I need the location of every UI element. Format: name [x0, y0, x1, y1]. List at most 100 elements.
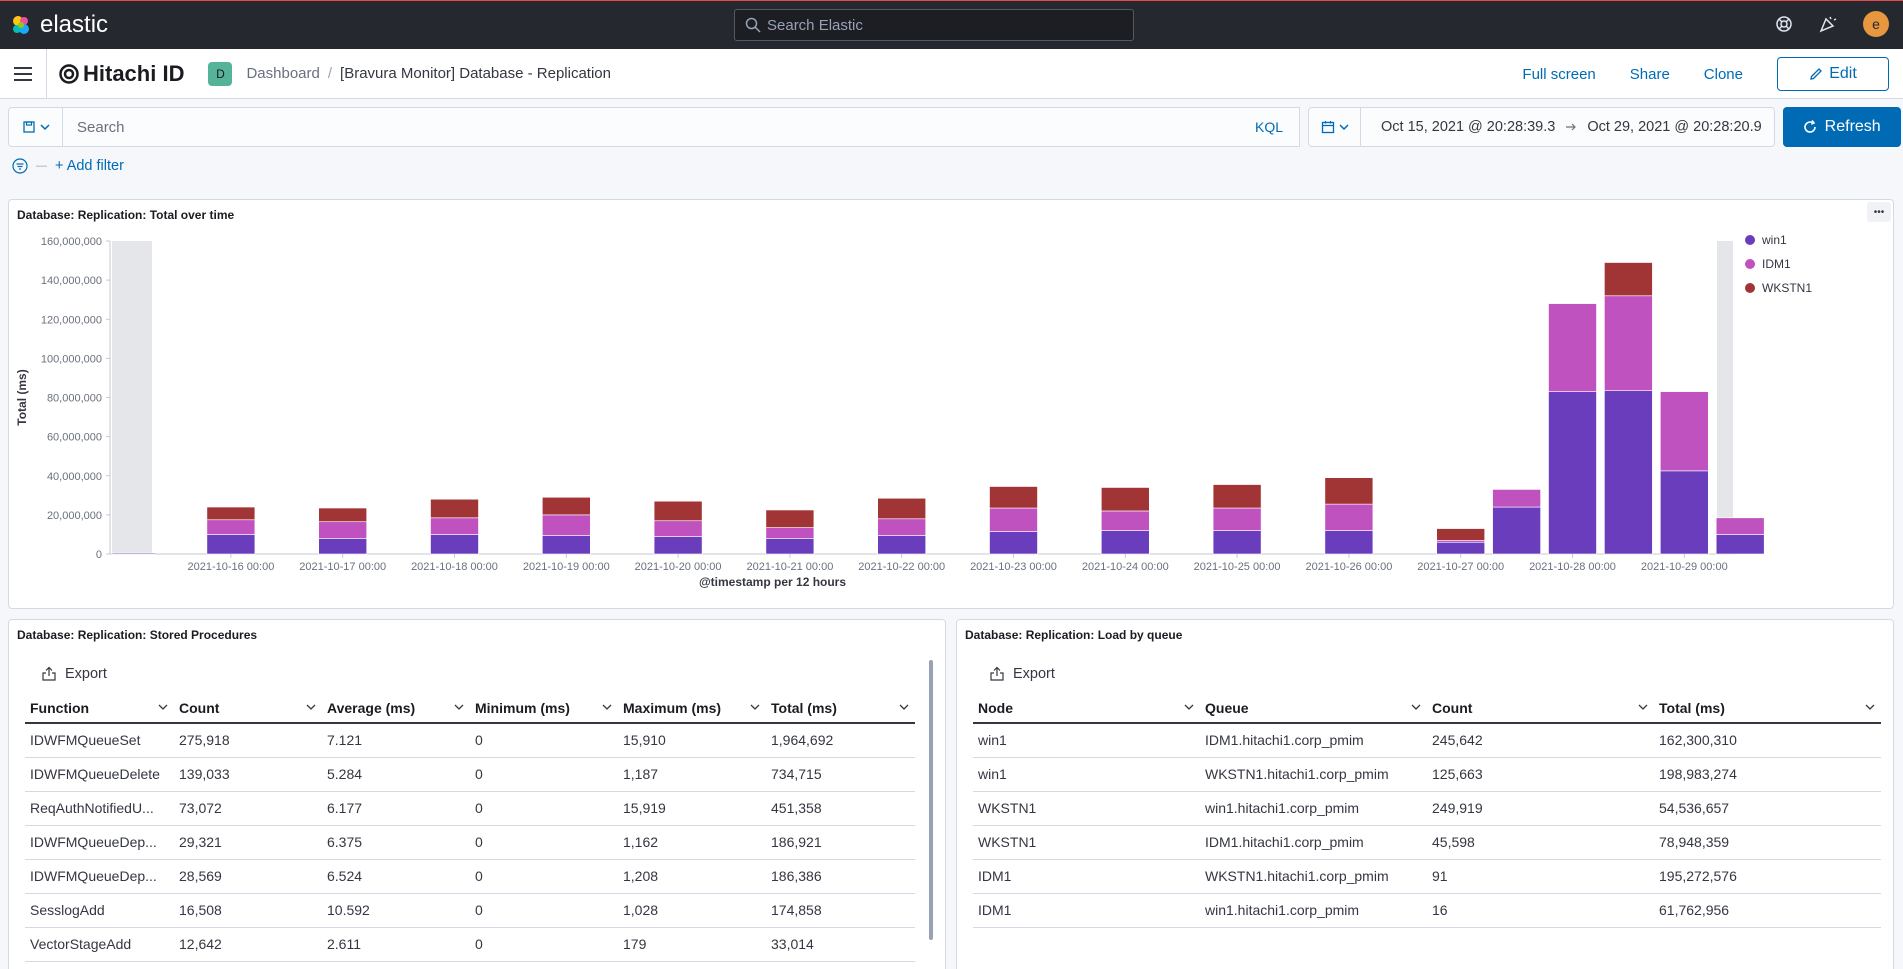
user-avatar[interactable]: e	[1863, 11, 1889, 37]
add-filter-link[interactable]: + Add filter	[55, 158, 124, 174]
column-header[interactable]: Average (ms)	[322, 693, 470, 724]
y-tick-label: 60,000,000	[47, 432, 102, 444]
export-icon	[990, 666, 1004, 681]
chevron-down-icon[interactable]	[899, 702, 909, 712]
column-header[interactable]: Maximum (ms)	[618, 693, 766, 724]
bar-segment-IDM1	[989, 507, 1038, 532]
table-cell: 15,910	[618, 723, 766, 758]
bar-segment-WKSTN1	[430, 498, 479, 519]
top-navigation-bar: elastic Search Elastic e	[0, 0, 1903, 49]
table-row: ReqAuthNotifiedU... 73,072 6.177 0 15,919 451…	[25, 791, 915, 826]
bar-segment-win1	[430, 534, 479, 555]
start-date[interactable]: Oct 15, 2021 @ 20:28:39.3	[1381, 119, 1556, 135]
full-screen-link[interactable]: Full screen	[1522, 65, 1596, 83]
global-search-input[interactable]: Search Elastic	[734, 9, 1134, 41]
chevron-down-icon[interactable]	[1184, 702, 1194, 712]
query-search-input[interactable]: Search KQL	[62, 107, 1300, 147]
column-header[interactable]: Function	[25, 693, 174, 724]
column-header[interactable]: Total (ms)	[766, 693, 915, 724]
clone-link[interactable]: Clone	[1703, 65, 1743, 83]
column-header[interactable]: Queue	[1200, 693, 1427, 724]
elastic-logo-text: elastic	[40, 11, 109, 38]
bar-segment-IDM1	[1604, 295, 1653, 391]
legend-swatch-win1	[1745, 235, 1755, 245]
bar-segment-WKSTN1	[1324, 477, 1374, 505]
elastic-logo[interactable]: elastic	[10, 11, 108, 39]
table-cell: win1.hitachi1.corp_pmim	[1200, 791, 1427, 826]
table-cell: IDWFMQueueDep...	[25, 859, 174, 894]
edit-button-label: Edit	[1829, 65, 1857, 82]
chevron-down-icon[interactable]	[750, 702, 760, 712]
bar-segment-WKSTN1	[1436, 528, 1485, 541]
bar-segment-win1	[1548, 391, 1597, 555]
brand-name: Hitachi ID	[83, 60, 185, 86]
column-header[interactable]: Total (ms)	[1654, 693, 1881, 724]
bar-segment-win1	[877, 535, 927, 555]
chevron-down-icon[interactable]	[1411, 702, 1421, 712]
panel-options-icon[interactable]: •••	[1867, 202, 1891, 222]
table-cell: 6.177	[322, 791, 470, 826]
export-button[interactable]: Export	[41, 666, 107, 682]
column-header[interactable]: Count	[174, 693, 322, 724]
bar-segment-WKSTN1	[653, 500, 703, 522]
quick-date-menu[interactable]	[1309, 108, 1361, 146]
table-cell: 174,858	[766, 893, 915, 928]
table-cell: 1,187	[618, 757, 766, 792]
chevron-down-icon[interactable]	[454, 702, 464, 712]
chevron-down-icon[interactable]	[1638, 702, 1648, 712]
filter-icon[interactable]	[12, 158, 28, 174]
x-tick-label: 2021-10-21 00:00	[746, 561, 833, 573]
bar-segment-win1	[1324, 530, 1374, 555]
load-by-queue-panel: Database: Replication: Load by queue Exp…	[956, 619, 1894, 969]
brand-logo[interactable]: Hitachi ID	[59, 61, 184, 87]
breadcrumb-dashboard[interactable]: Dashboard	[246, 65, 320, 82]
help-icon[interactable]	[1775, 15, 1793, 33]
table-scrollbar[interactable]	[929, 660, 933, 940]
load-by-queue-table: Node Queue Count Total (ms) win1 IDM1.hitachi…	[973, 693, 1881, 928]
chart-panel: Database: Replication: Total over time •…	[8, 199, 1894, 609]
bar-segment-IDM1	[1101, 510, 1150, 531]
x-tick-label: 2021-10-27 00:00	[1417, 561, 1504, 573]
saved-query-menu[interactable]	[8, 107, 62, 147]
bar-segment-WKSTN1	[1604, 262, 1653, 297]
dashboard-header: Hitachi ID D Dashboard / [Bravura Monito…	[0, 48, 1903, 99]
x-tick-label: 2021-10-16 00:00	[187, 561, 274, 573]
newsfeed-icon[interactable]	[1819, 15, 1837, 33]
stored-procedures-table: Function Count Average (ms) Minimum (ms) Max…	[25, 693, 915, 962]
chevron-down-icon[interactable]	[158, 702, 168, 712]
bar-segment-win1	[989, 531, 1038, 555]
bar-segment-WKSTN1	[1101, 487, 1150, 512]
column-header[interactable]: Minimum (ms)	[470, 693, 618, 724]
chevron-down-icon[interactable]	[306, 702, 316, 712]
chevron-down-icon[interactable]	[602, 702, 612, 712]
table-cell: win1	[973, 757, 1200, 792]
table-cell: 245,642	[1427, 723, 1654, 758]
table-cell: IDM1	[973, 859, 1200, 894]
edit-button[interactable]: Edit	[1777, 57, 1889, 91]
table-row: VectorStageAdd 12,642 2.611 0 179 33,014	[25, 927, 915, 962]
x-tick-label: 2021-10-23 00:00	[970, 561, 1057, 573]
refresh-button[interactable]: Refresh	[1782, 107, 1901, 147]
bar-segment-IDM1	[1715, 517, 1765, 535]
table-cell: 0	[470, 893, 618, 928]
table-cell: 29,321	[174, 825, 322, 860]
share-link[interactable]: Share	[1629, 65, 1670, 83]
column-header[interactable]: Node	[973, 693, 1200, 724]
export-button[interactable]: Export	[989, 666, 1055, 682]
menu-toggle-icon[interactable]	[14, 63, 32, 85]
column-header-label: Total (ms)	[771, 699, 837, 716]
y-tick-label: 140,000,000	[41, 275, 102, 287]
table-cell: 0	[470, 825, 618, 860]
table-cell: 275,918	[174, 723, 322, 758]
end-date[interactable]: Oct 29, 2021 @ 20:28:20.9	[1587, 119, 1762, 135]
table-cell: 45,598	[1427, 825, 1654, 860]
column-header[interactable]: Count	[1427, 693, 1654, 724]
kql-toggle[interactable]: KQL	[1254, 119, 1283, 135]
space-badge[interactable]: D	[208, 61, 233, 86]
x-axis-title: @timestamp per 12 hours	[699, 575, 846, 589]
global-search-placeholder: Search Elastic	[767, 16, 863, 34]
y-tick-label: 40,000,000	[47, 471, 102, 483]
table-cell: IDM1.hitachi1.corp_pmim	[1200, 825, 1427, 860]
chevron-down-icon[interactable]	[1865, 702, 1875, 712]
table-cell: 78,948,359	[1654, 825, 1881, 860]
